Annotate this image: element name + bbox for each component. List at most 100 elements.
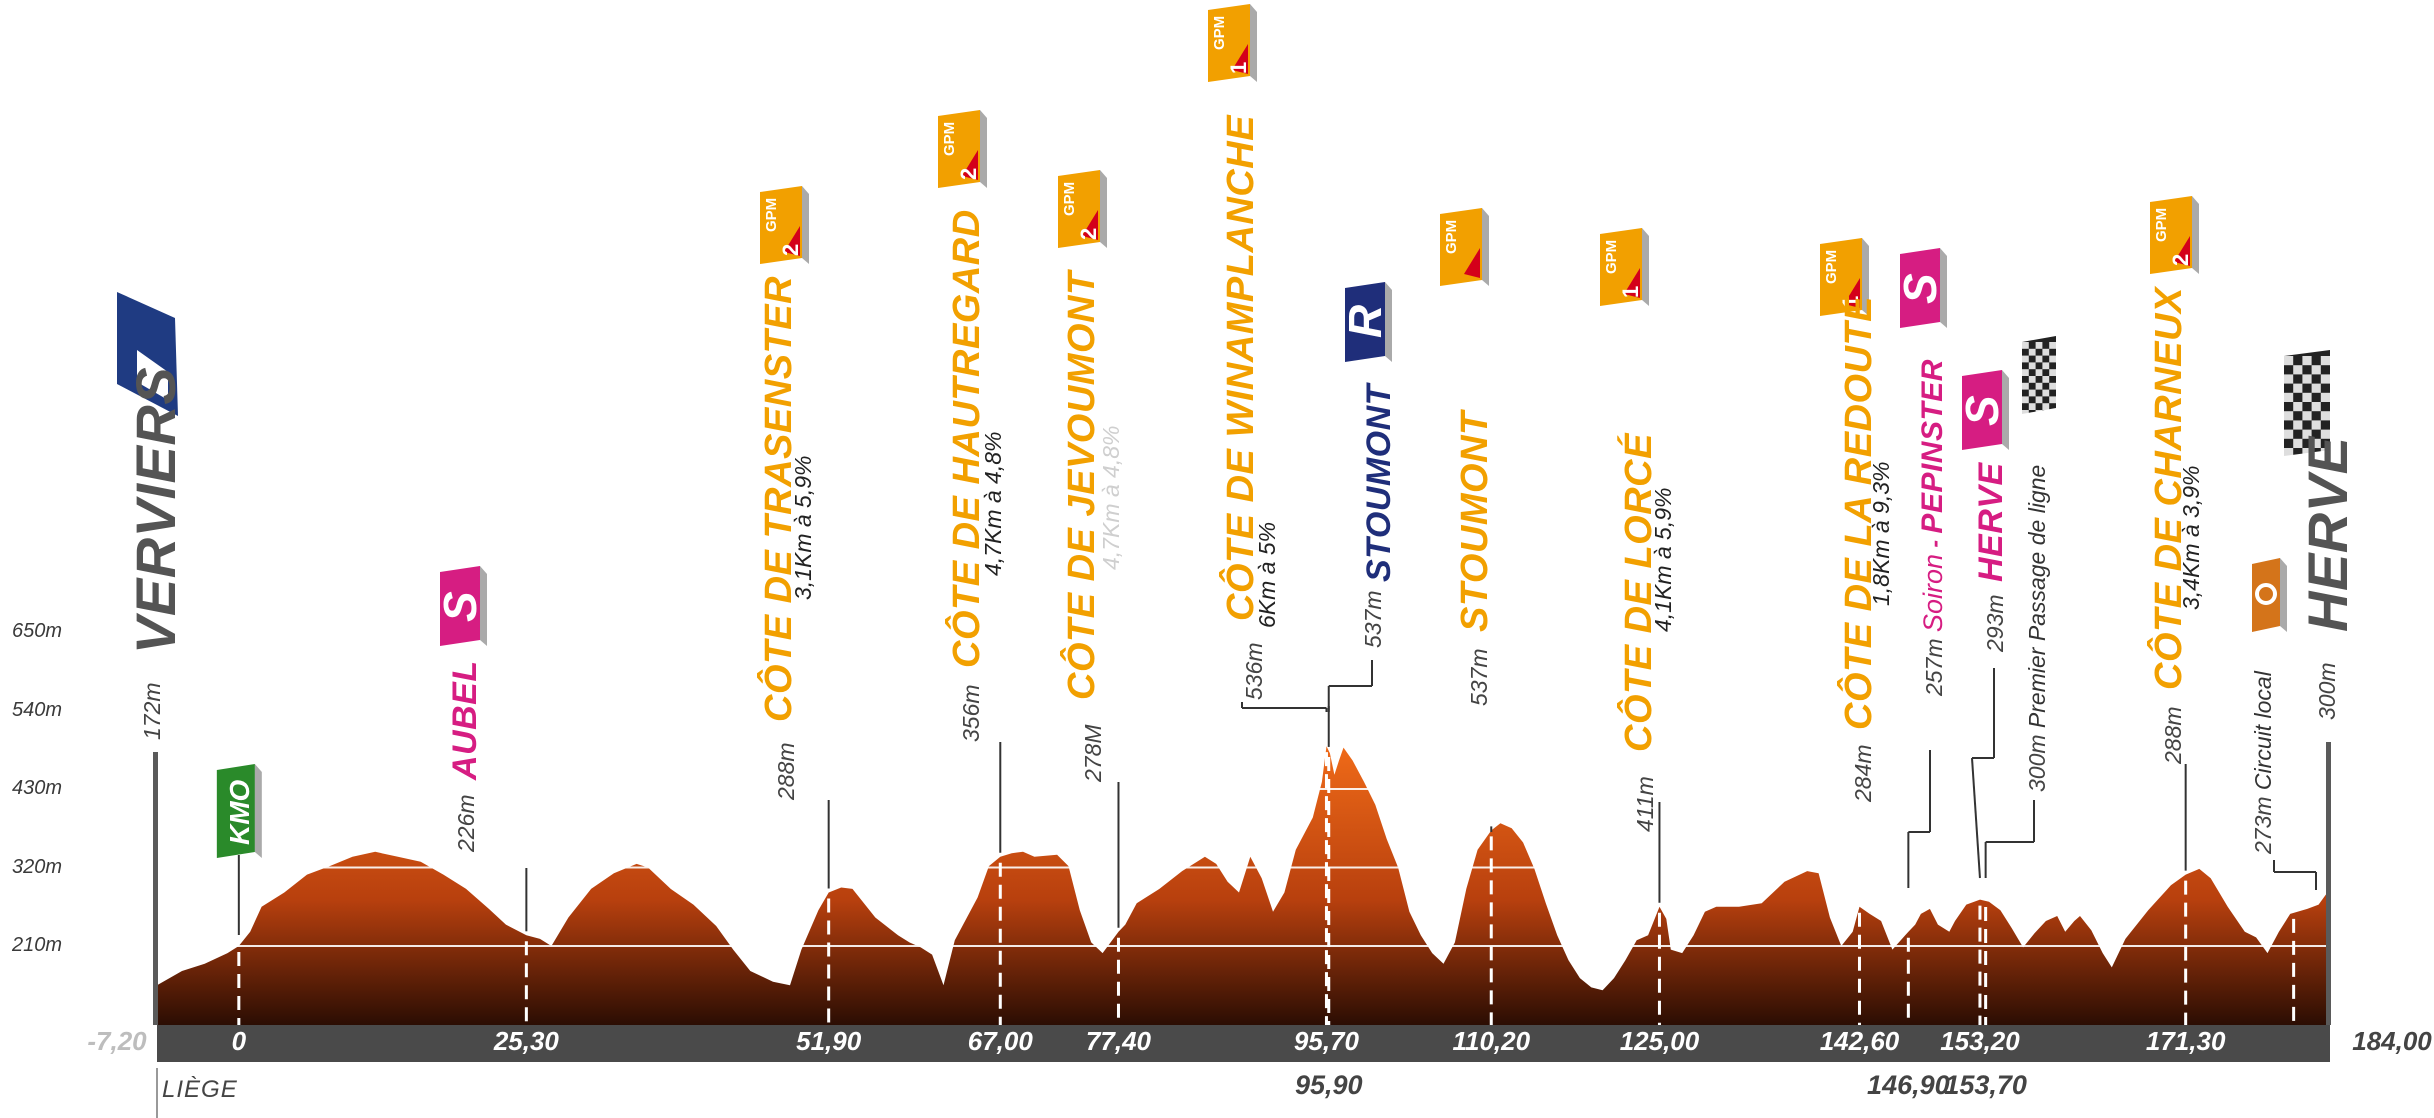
x-tick-label: 77,40 [1085, 1026, 1152, 1056]
premier-passage: 300m Premier Passage de ligne [2024, 464, 2050, 792]
sprint-badge-pepinster: S [1894, 248, 1947, 328]
climb-sub: 6Km à 5% [1254, 521, 1280, 628]
x-tick-label: 153,20 [1940, 1026, 2020, 1056]
finish-pole [2326, 742, 2331, 1025]
verviers-flag [117, 292, 178, 416]
gpm-badge: GPM 1 [1820, 238, 1869, 316]
x-tick-label: 67,00 [967, 1026, 1033, 1056]
finish-checker-badge [2284, 350, 2330, 458]
climb-alt: 411m [1632, 776, 1658, 832]
circuit-icon [2255, 583, 2277, 605]
city-herve: HERVE [2296, 436, 2359, 632]
climb-sub: 4,7Km à 4,8% [1098, 425, 1124, 570]
climb-alt: 536m [1241, 642, 1267, 700]
x-tick-label: -7,20 [87, 1026, 147, 1056]
gpm-category: 2 [778, 244, 803, 256]
x-tick-label-below: 153,70 [1944, 1070, 2027, 1100]
x-tick-label: 25,30 [493, 1026, 559, 1056]
alt-stoumont: 537m [1360, 590, 1386, 648]
x-tick-label: 0 [231, 1026, 247, 1056]
alt-soiron: 257m [1921, 632, 1947, 696]
gpm-text: GPM [1211, 16, 1228, 50]
y-tick-label: 210m [11, 934, 62, 956]
kmo-text: KMO [224, 779, 255, 845]
alt-circuit-local: 273m [2250, 790, 2276, 854]
note-circuit-local: Circuit local [2250, 671, 2276, 791]
ravito-badge-letter: R [1339, 305, 1391, 338]
city-verviers: VERVIERS [124, 366, 187, 654]
gpm-red-corner [1624, 268, 1640, 298]
x-tick-label: 95,70 [1293, 1026, 1359, 1056]
x-tick-label: 110,20 [1452, 1026, 1531, 1056]
ravito-badge: R [1339, 282, 1392, 362]
gpm-red-corner [1232, 44, 1248, 74]
profile-area [157, 746, 2330, 1025]
gpm-category: 2 [2168, 254, 2193, 266]
start-label-liege: LIÈGE [162, 1076, 238, 1103]
gpm-red-corner [784, 226, 800, 256]
climb-alt: 356m [958, 684, 984, 742]
climb-name: CÔTE DE JEVOUMONT [1061, 271, 1103, 700]
gpm-badge: GPM 2 [938, 110, 987, 188]
sprint-soiron: Soiron [1918, 554, 1948, 633]
gpm-red-corner [2174, 236, 2190, 266]
circuit-badge [2252, 558, 2287, 632]
checker-badge-small [2022, 336, 2056, 417]
gpm-badge: GPM 2 [2150, 196, 2199, 274]
note-premier-passage: Premier Passage de ligne [2024, 464, 2050, 729]
x-tick-label: 142,60 [1819, 1026, 1900, 1056]
gpm-text: GPM [1823, 250, 1840, 284]
x-tick-label: 51,90 [796, 1026, 862, 1056]
climb-sub: 3,4Km à 3,9% [2178, 465, 2204, 610]
climb-alt: 278M [1080, 724, 1106, 782]
gpm-text: GPM [1603, 240, 1620, 274]
gpm-red-corner [1464, 248, 1480, 278]
leader-line [1971, 757, 1981, 879]
y-tick-label: 320m [11, 855, 62, 878]
gpm-red-corner [1082, 210, 1098, 240]
x-tick-label-below: 95,90 [1294, 1070, 1363, 1100]
alt-aubel: 226m [453, 794, 479, 852]
sprint-separator: - [1921, 533, 1947, 555]
sprint-badge-aubel: S [434, 566, 487, 646]
gpm-red-corner [962, 150, 978, 180]
sprint-soiron-pepinster: 257m Soiron - PEPINSTER [1916, 359, 1949, 696]
gpm-category: 1 [1618, 286, 1643, 298]
climb-alt: 288m [2160, 706, 2186, 764]
climb-sub: 1,8Km à 9,3% [1868, 461, 1894, 606]
alt-premier-passage: 300m [2024, 728, 2050, 792]
climb-sub: 4,7Km à 4,8% [980, 431, 1006, 576]
start-pole [153, 752, 158, 1025]
gpm-badge: GPM 1 [1600, 228, 1649, 306]
gpm-category: 1 [1838, 296, 1863, 308]
sprint-badge-herve-letter: S [1956, 395, 2008, 426]
alt-verviers: 172m [139, 682, 165, 740]
climb-sub: 3,1Km à 5,9% [790, 455, 816, 600]
x-tick-label-below: 146,90 [1867, 1070, 1950, 1100]
gpm-category: 2 [956, 168, 981, 180]
y-tick-label: 650m [11, 620, 62, 642]
circuit-local: 273m Circuit local [2250, 671, 2276, 854]
climb-alt: 288m [773, 742, 799, 800]
sprint-badge-herve: S [1956, 370, 2009, 450]
x-tick-label: 125,00 [1619, 1026, 1700, 1056]
climb-name: STOUMONT [1454, 411, 1496, 632]
gpm-category: 1 [1226, 62, 1251, 74]
y-tick-label: 540m [11, 698, 62, 721]
climb-alt: 284m [1850, 744, 1876, 802]
gpm-text: GPM [1443, 220, 1460, 254]
y-tick-label: 430m [11, 777, 62, 799]
gpm-text: GPM [941, 122, 958, 156]
gpm-badge: GPM 2 [760, 186, 809, 264]
x-tick-label: 184,00 [2352, 1026, 2432, 1056]
km-axis-bar [157, 1025, 2330, 1062]
gpm-text: GPM [1061, 182, 1078, 216]
sprint-badge-pepinster-letter: S [1894, 273, 1946, 304]
kmo-badge: KMO [216, 764, 262, 858]
climb-sub: 4,1Km à 5,9% [1650, 487, 1676, 632]
alt-herve-sprint: 293m [1982, 594, 2008, 652]
climb-alt: 537m [1466, 648, 1492, 706]
gpm-category: 2 [1076, 228, 1101, 240]
gpm-badge: GPM [1440, 208, 1489, 286]
